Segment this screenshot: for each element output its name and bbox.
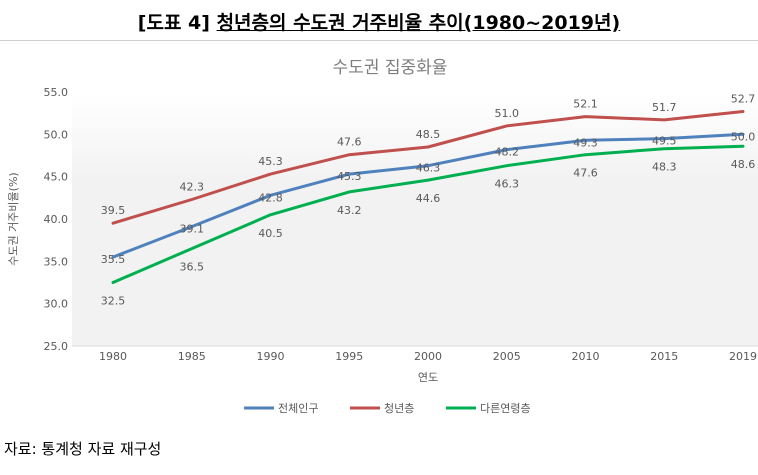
x-tick-label: 1995: [335, 350, 363, 363]
data-labels: 35.5 39.1 42.8 45.3 46.3 48.2 49.3 49.5 50.0 39.5…: [101, 92, 756, 307]
data-label: 36.5: [180, 261, 205, 274]
title-divider: [0, 40, 758, 41]
data-label: 48.5: [416, 128, 441, 141]
chart-title: 수도권 집중화율: [333, 58, 448, 78]
legend-label: 다른연령층: [480, 402, 531, 415]
source-note: 자료: 통계청 자료 재구성: [4, 440, 162, 458]
data-label: 48.3: [652, 161, 677, 174]
data-label: 46.3: [495, 178, 520, 191]
x-tick-label: 2005: [493, 350, 521, 363]
plot-area: [72, 92, 758, 346]
x-tick-label: 2000: [414, 350, 442, 363]
x-tick-label: 1980: [99, 350, 127, 363]
data-label: 39.5: [101, 204, 126, 217]
data-label: 35.5: [101, 253, 126, 266]
figure-title-text: 청년층의 수도권 거주비율 추이(1980~2019년): [216, 12, 621, 34]
data-label: 44.6: [416, 192, 441, 205]
data-label: 51.0: [495, 107, 520, 120]
x-tick-label: 1990: [257, 350, 285, 363]
y-tick-label: 35.0: [44, 255, 69, 268]
data-label: 49.3: [573, 136, 598, 149]
data-label: 49.5: [652, 135, 677, 148]
series-line-청년층: [111, 110, 745, 225]
data-label: 50.0: [731, 130, 756, 143]
x-tick-label: 2010: [572, 350, 600, 363]
legend-label: 청년층: [384, 402, 414, 415]
legend: 전체인구 청년층 다른연령층: [244, 402, 531, 415]
data-label: 46.3: [416, 162, 441, 175]
data-label: 52.7: [731, 92, 756, 105]
x-tick-label: 2019: [729, 350, 757, 363]
data-label: 32.5: [101, 295, 126, 308]
figure-title: [도표 4] 청년층의 수도권 거주비율 추이(1980~2019년): [0, 8, 758, 35]
line-chart: 수도권 집중화율 25.0 30.0 35.0 40.0 45.0 50.0 55.0 19…: [7, 58, 758, 415]
x-axis-title: 연도: [418, 371, 438, 384]
y-tick-label: 55.0: [44, 86, 69, 99]
y-tick-label: 25.0: [44, 340, 69, 353]
data-label: 48.2: [495, 146, 520, 159]
legend-label: 전체인구: [278, 402, 318, 415]
series-line-전체인구: [111, 132, 745, 259]
data-label: 47.6: [337, 136, 362, 149]
series-lines: [111, 110, 745, 284]
data-label: 42.8: [258, 191, 283, 204]
x-axis: 1980 1985 1990 1995 2000 2005 2010 2015 2019: [72, 345, 758, 363]
data-label: 42.3: [180, 181, 205, 194]
data-label: 51.7: [652, 101, 677, 114]
data-label: 40.5: [258, 227, 283, 240]
y-tick-label: 30.0: [44, 298, 69, 311]
data-label: 43.2: [337, 204, 362, 217]
data-label: 48.6: [731, 158, 756, 171]
y-axis-title: 수도권 거주비율(%): [7, 172, 20, 265]
y-tick-label: 50.0: [44, 128, 69, 141]
x-tick-label: 1985: [178, 350, 206, 363]
data-label: 45.3: [258, 155, 283, 168]
y-tick-label: 40.0: [44, 213, 69, 226]
y-axis: 25.0 30.0 35.0 40.0 45.0 50.0 55.0: [44, 86, 69, 353]
data-label: 45.3: [337, 170, 362, 183]
y-tick-label: 45.0: [44, 171, 69, 184]
x-tick-label: 2015: [650, 350, 678, 363]
series-line-다른연령층: [111, 144, 745, 284]
data-label: 39.1: [180, 223, 205, 236]
figure-label: [도표 4]: [137, 12, 210, 34]
data-label: 52.1: [573, 98, 598, 111]
data-label: 47.6: [573, 167, 598, 180]
